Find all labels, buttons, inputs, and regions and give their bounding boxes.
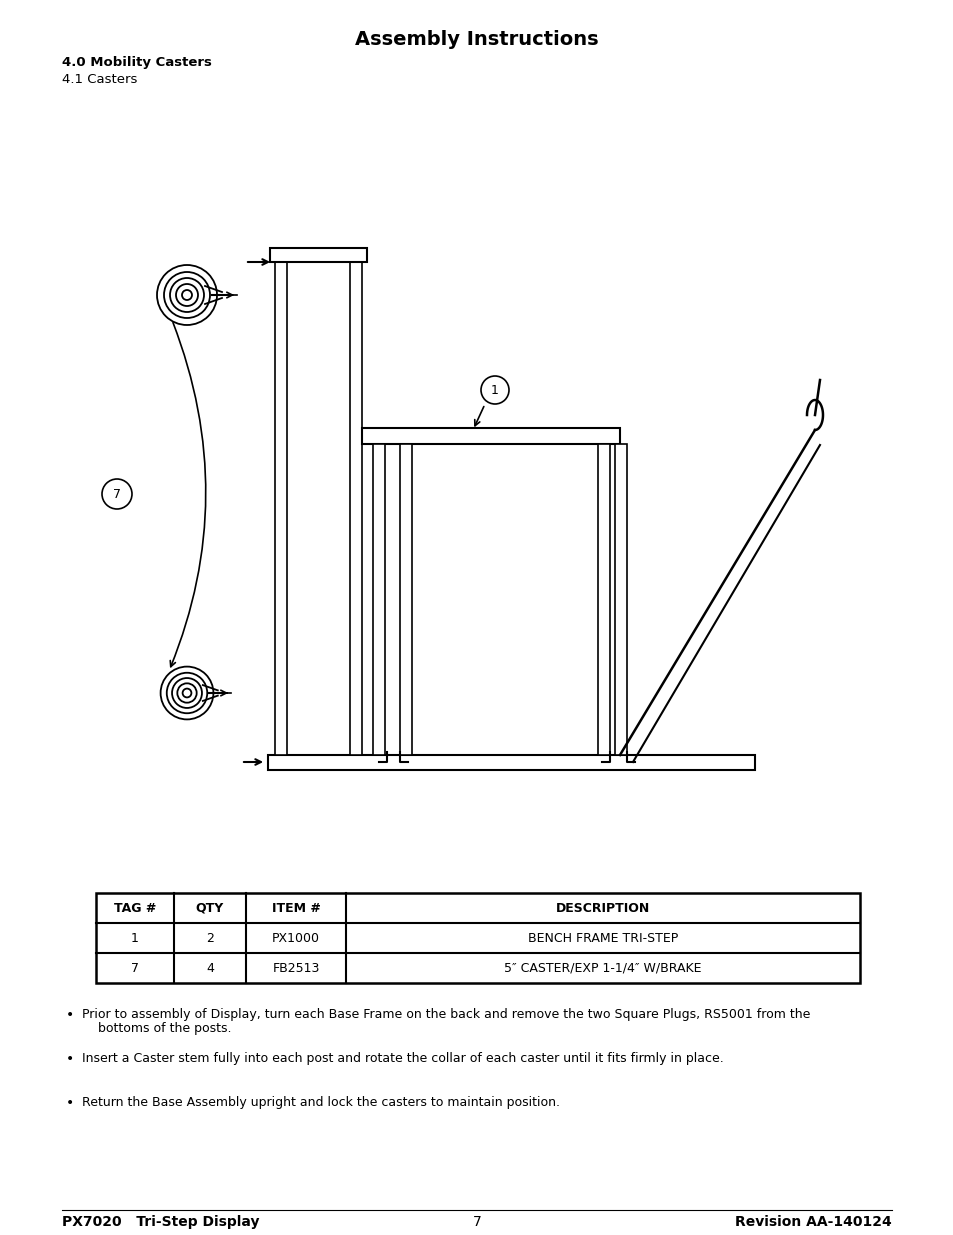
Text: 7: 7 bbox=[112, 488, 121, 500]
Text: QTY: QTY bbox=[195, 902, 224, 914]
Circle shape bbox=[157, 266, 216, 325]
Bar bbox=[274, 248, 287, 755]
Circle shape bbox=[182, 689, 192, 698]
Text: BENCH FRAME TRI-STEP: BENCH FRAME TRI-STEP bbox=[527, 931, 678, 945]
Bar bbox=[615, 445, 626, 755]
Circle shape bbox=[167, 673, 207, 714]
Text: 1: 1 bbox=[491, 384, 498, 396]
Circle shape bbox=[160, 667, 213, 720]
Bar bbox=[399, 445, 412, 755]
Bar bbox=[268, 755, 754, 769]
Text: TAG #: TAG # bbox=[113, 902, 156, 914]
Bar bbox=[373, 445, 385, 755]
Text: ITEM #: ITEM # bbox=[272, 902, 320, 914]
Bar bbox=[96, 893, 859, 983]
Circle shape bbox=[177, 683, 196, 703]
Text: Revision AA-140124: Revision AA-140124 bbox=[735, 1215, 891, 1229]
Text: 4.0 Mobility Casters: 4.0 Mobility Casters bbox=[62, 56, 212, 69]
Text: 4: 4 bbox=[206, 962, 213, 974]
Circle shape bbox=[172, 678, 202, 708]
Text: 1: 1 bbox=[131, 931, 139, 945]
Text: Assembly Instructions: Assembly Instructions bbox=[355, 30, 598, 49]
Text: bottoms of the posts.: bottoms of the posts. bbox=[82, 1023, 232, 1035]
Text: Return the Base Assembly upright and lock the casters to maintain position.: Return the Base Assembly upright and loc… bbox=[82, 1095, 559, 1109]
Circle shape bbox=[182, 290, 192, 300]
Circle shape bbox=[175, 284, 198, 306]
Bar bbox=[350, 248, 361, 755]
Text: 7: 7 bbox=[131, 962, 139, 974]
Text: FB2513: FB2513 bbox=[272, 962, 319, 974]
Text: 2: 2 bbox=[206, 931, 213, 945]
Circle shape bbox=[102, 479, 132, 509]
Text: •: • bbox=[66, 1008, 74, 1023]
Bar bbox=[361, 429, 619, 445]
Bar bbox=[270, 248, 367, 262]
Text: 4.1 Casters: 4.1 Casters bbox=[62, 73, 137, 86]
Text: •: • bbox=[66, 1052, 74, 1066]
Text: 7: 7 bbox=[472, 1215, 481, 1229]
Circle shape bbox=[164, 272, 210, 317]
Text: PX1000: PX1000 bbox=[272, 931, 319, 945]
Text: Insert a Caster stem fully into each post and rotate the collar of each caster u: Insert a Caster stem fully into each pos… bbox=[82, 1052, 723, 1065]
Text: Prior to assembly of Display, turn each Base Frame on the back and remove the tw: Prior to assembly of Display, turn each … bbox=[82, 1008, 809, 1021]
Circle shape bbox=[170, 278, 204, 312]
Text: DESCRIPTION: DESCRIPTION bbox=[556, 902, 649, 914]
Text: 5″ CASTER/EXP 1-1/4″ W/BRAKE: 5″ CASTER/EXP 1-1/4″ W/BRAKE bbox=[504, 962, 701, 974]
Bar bbox=[598, 445, 609, 755]
Text: PX7020   Tri-Step Display: PX7020 Tri-Step Display bbox=[62, 1215, 259, 1229]
Circle shape bbox=[480, 375, 509, 404]
Text: •: • bbox=[66, 1095, 74, 1110]
